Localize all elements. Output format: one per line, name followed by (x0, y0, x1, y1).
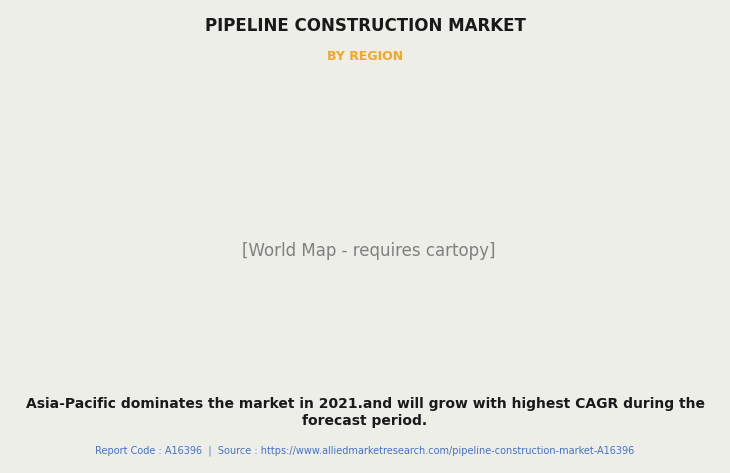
Text: BY REGION: BY REGION (327, 50, 403, 63)
Text: Report Code : A16396  |  Source : https://www.alliedmarketresearch.com/pipeline-: Report Code : A16396 | Source : https://… (96, 445, 634, 455)
Text: PIPELINE CONSTRUCTION MARKET: PIPELINE CONSTRUCTION MARKET (204, 17, 526, 35)
Text: [World Map - requires cartopy]: [World Map - requires cartopy] (242, 242, 496, 260)
Text: Asia-Pacific dominates the market in 2021.and will grow with highest CAGR during: Asia-Pacific dominates the market in 202… (26, 397, 704, 412)
Text: forecast period.: forecast period. (302, 414, 428, 428)
